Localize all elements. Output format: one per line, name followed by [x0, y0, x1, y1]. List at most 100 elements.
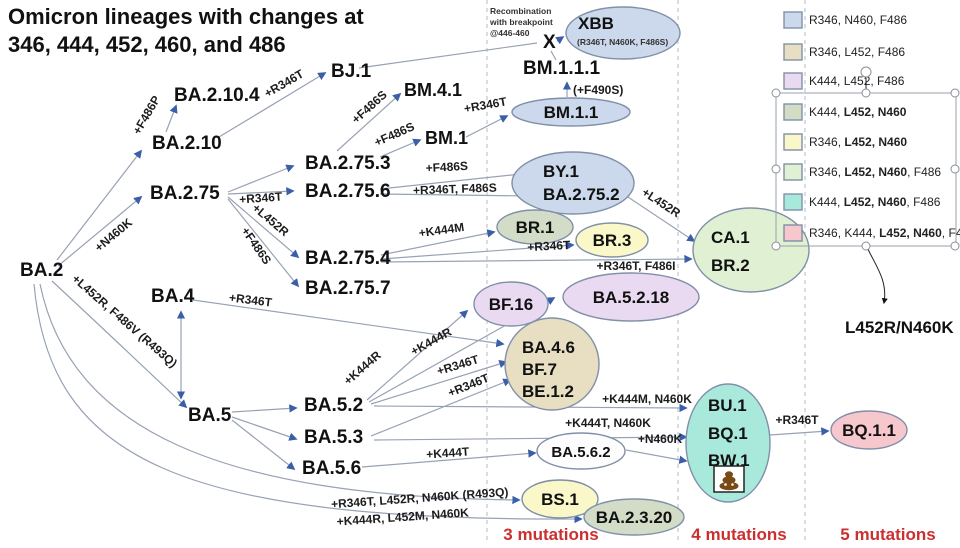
poop-base	[719, 481, 739, 491]
legend-selection-box[interactable]	[771, 66, 960, 251]
ellipse-bf16	[473, 281, 549, 327]
edge-ba275-ba2754	[227, 196, 300, 259]
edge-ba2754-br2	[380, 254, 693, 264]
edge-xmark-xbb	[555, 36, 565, 45]
label-ba562: BA.5.6.2	[551, 444, 610, 461]
edge-label-r346t-ba46: +R346T	[228, 290, 273, 309]
label-bq1: BQ.1	[708, 424, 748, 443]
edge-label-n460k-ba275: +N460K	[92, 215, 135, 254]
selection-handle-s[interactable]	[861, 241, 871, 251]
recombination-x-mark: X	[543, 32, 556, 53]
selection-handle-ne[interactable]	[950, 88, 960, 98]
label-xbb-note: (R346T, N460K, F486S)	[577, 37, 668, 47]
label-ca1: CA.1	[711, 228, 750, 247]
edge-label-k444t-n460k: +K444T, N460K	[565, 416, 651, 430]
callout-l452r-n460k: L452R/N460K	[845, 318, 954, 337]
lineage-ellipses	[473, 6, 908, 536]
edge-ba275-ba2756	[227, 187, 295, 196]
legend-item-6: R346, L452, N460, F486	[809, 165, 941, 179]
edges	[33, 36, 888, 524]
label-by1: BY.1	[543, 162, 579, 181]
edge-ba56-ba562	[361, 449, 537, 468]
label-bf7: BF.7	[522, 360, 557, 379]
edge-ba5-ba52	[231, 404, 298, 413]
recombination-note: Recombination with breakpoint @446-460	[489, 6, 553, 38]
edge-bq1-bq11	[769, 427, 830, 436]
poop-top	[725, 471, 733, 478]
node-ba210: BA.2.10	[152, 133, 222, 154]
ellipse-bs1	[521, 479, 599, 519]
label-bf16: BF.16	[489, 295, 533, 314]
edge-bm1-bm11	[465, 115, 509, 138]
label-bu1: BU.1	[708, 396, 747, 415]
selection-handle-n[interactable]	[861, 88, 871, 98]
label-bs1: BS.1	[541, 490, 579, 509]
node-ba2756: BA.2.75.6	[305, 181, 391, 202]
rotation-handle[interactable]	[860, 66, 872, 78]
selection-handle-w[interactable]	[771, 164, 781, 174]
edge-ba53-be12	[370, 378, 512, 437]
ellipse-ca1-br2	[692, 207, 810, 293]
legend-swatch-lightgreen	[783, 163, 803, 181]
selection-handle-nw[interactable]	[771, 88, 781, 98]
edge-ba2753-bm1	[379, 138, 422, 158]
node-bm1: BM.1	[425, 128, 468, 148]
ellipse-labels: XBB (R346T, N460K, F486S) BM.1.1 BY.1 BA…	[489, 14, 896, 527]
ellipse-xbb	[565, 6, 681, 60]
legend: R346, N460, F486 R346, L452, F486 K444, …	[771, 11, 960, 251]
node-labels: BA.2 BA.2.10 BA.2.10.4 BJ.1 BA.2.75 BA.2…	[20, 32, 601, 479]
selection-handle-sw[interactable]	[771, 241, 781, 251]
edge-label-r346t-bm11: +R346T	[463, 94, 508, 115]
legend-swatch-lavender	[783, 72, 803, 90]
edge-label-k444t: +K444T	[426, 444, 471, 461]
label-bm11: BM.1.1	[544, 103, 599, 122]
legend-item-1-text: R346, N460, F486	[809, 13, 907, 27]
edge-legend-callout	[866, 246, 888, 305]
poop-eye-left	[724, 483, 727, 486]
edge-ba52-bf16	[366, 309, 469, 401]
edge-label-r346t-l452r-n460k: +R346T, L452R, N460K (R493Q)	[331, 485, 509, 511]
node-ba53: BA.5.3	[304, 427, 363, 448]
edge-label-r346t-bf7: +R346T	[435, 352, 481, 378]
recombination-note-line2: with breakpoint	[489, 17, 553, 27]
node-ba56: BA.5.6	[302, 458, 361, 479]
edge-ba2-ba5	[51, 280, 188, 409]
legend-swatch-pink	[783, 224, 803, 242]
edge-ba52-bu1	[373, 403, 688, 413]
ellipse-ba5218	[562, 272, 700, 322]
node-bm111: BM.1.1.1	[523, 58, 601, 79]
column-label-3-mutations: 3 mutations	[503, 525, 598, 543]
poop-eye-right	[731, 483, 734, 486]
legend-swatch-greengray	[783, 103, 803, 121]
edge-label-f490s: (+F490S)	[573, 83, 623, 97]
node-ba2753: BA.2.75.3	[305, 153, 391, 174]
edge-ba2753-bm41	[336, 92, 402, 152]
edge-label-f486s-bm41: +F486S	[349, 88, 390, 127]
selection-handle-e[interactable]	[950, 164, 960, 174]
recombination-note-line1: Recombination	[490, 6, 551, 16]
node-ba2104: BA.2.10.4	[174, 85, 260, 106]
edge-ba4-ba46	[192, 299, 505, 348]
edge-ba5-ba56	[231, 419, 296, 471]
legend-item-1: R346, N460, F486	[809, 13, 907, 27]
ellipse-by1-ba2752	[511, 151, 635, 215]
edge-bj1-xmark	[358, 42, 538, 69]
legend-item-5: R346, L452, N460	[809, 135, 907, 149]
selection-handle-se[interactable]	[950, 241, 960, 251]
edge-label-r346t-ba2756: +R346T	[239, 189, 284, 206]
edge-label-f486s-by1: +F486S	[425, 159, 468, 175]
label-br2: BR.2	[711, 256, 750, 275]
edge-ba210-ba2104	[165, 104, 178, 133]
edge-ba275-ba2757	[227, 198, 300, 288]
column-label-5-mutations: 5 mutations	[840, 525, 935, 543]
node-ba2757: BA.2.75.7	[305, 278, 391, 299]
edge-label-k444m-n460k: +K444M, N460K	[602, 392, 692, 406]
edge-label-k444r-ba5218: +K444R	[408, 324, 454, 358]
label-br3: BR.3	[593, 231, 632, 250]
edge-ba2-ba275	[57, 195, 143, 267]
edge-label-k444r-bf16: +K444R	[341, 348, 384, 388]
edge-label-f486s-ba2757: +F486S	[238, 224, 274, 267]
legend-item-8: R346, K444, L452, N460, F486	[809, 226, 960, 240]
label-bq11: BQ.1.1	[842, 421, 896, 440]
